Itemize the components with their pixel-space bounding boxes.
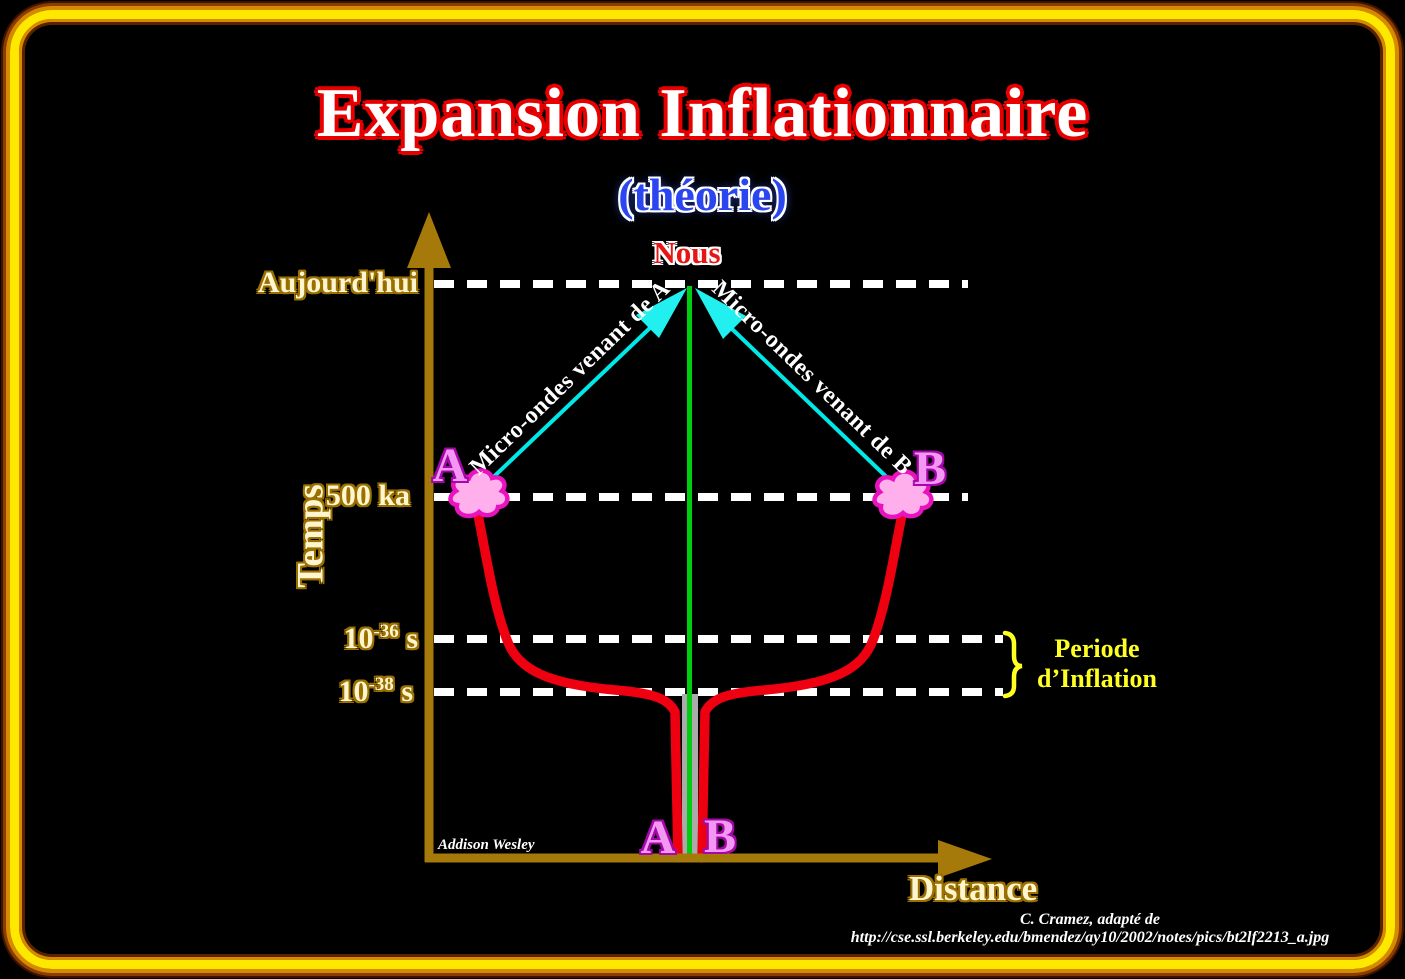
subtitle: (théorie): [618, 169, 787, 220]
galaxy-a-label: A: [432, 439, 468, 492]
microwave-arrowhead-b: [695, 288, 746, 339]
time-mark-1e-38: 10-38 s: [338, 675, 413, 707]
t38-unit: s: [393, 675, 413, 708]
origin-a-label: A: [640, 811, 676, 864]
t36-exponent: -36: [373, 621, 399, 642]
publisher-label: Addison Wesley: [438, 837, 535, 853]
microwave-arrowhead-a: [636, 288, 687, 338]
credit-line1: C. Cramez, adapté de: [1020, 911, 1160, 928]
inflation-period-line1: Periode: [1054, 634, 1140, 664]
t38-exponent: -38: [368, 674, 394, 695]
microwave-ray-b: [728, 325, 899, 489]
distance-axis-label: Distance: [908, 869, 1038, 908]
time-mark-today: Aujourd'hui: [257, 266, 418, 299]
inflation-period-line2: d’Inflation: [1037, 664, 1157, 693]
galaxy-b-label: B: [913, 442, 947, 495]
expansion-curve-b: [697, 500, 909, 863]
time-axis-label: Temps: [290, 484, 332, 588]
t36-base: 10: [343, 622, 374, 655]
nous-label: Nous: [653, 235, 721, 270]
credit-line2: http://cse.ssl.berkeley.edu/bmendez/ay10…: [850, 929, 1330, 947]
expansion-curve-a: [471, 500, 683, 863]
time-mark-500ka: 500 ka: [325, 479, 410, 512]
page-title: Expansion Inflationnaire: [316, 75, 1089, 152]
inflation-period-label: Periode d’Inflation: [1037, 634, 1157, 694]
t36-unit: s: [398, 622, 418, 655]
galaxy-a-blob: [448, 468, 510, 519]
origin-b-label: B: [703, 810, 737, 863]
credit-block: C. Cramez, adapté de http://cse.ssl.berk…: [830, 911, 1350, 948]
time-mark-1e-36: 10-36 s: [343, 622, 418, 654]
galaxy-b-blob: [872, 469, 934, 520]
distance-axis-arrowhead: [938, 840, 992, 878]
microwave-ray-a: [481, 324, 654, 489]
t38-base: 10: [338, 675, 369, 708]
time-axis-arrowhead: [407, 212, 451, 268]
decorative-border: [10, 10, 1395, 969]
inflation-brace: [1002, 630, 1023, 699]
